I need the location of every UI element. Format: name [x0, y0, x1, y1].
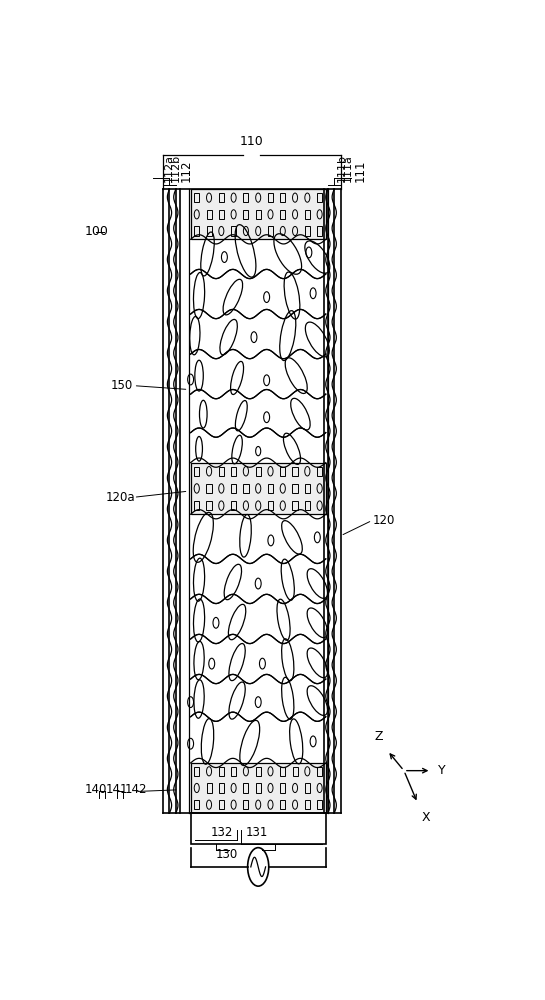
Bar	[194, 800, 199, 809]
Bar	[191, 813, 326, 844]
Text: 112a: 112a	[164, 154, 174, 182]
Bar	[305, 501, 310, 510]
Text: 142: 142	[125, 783, 148, 796]
Bar	[268, 226, 273, 236]
Bar	[194, 226, 199, 236]
Bar	[231, 467, 236, 476]
Text: 131: 131	[245, 826, 268, 839]
Bar	[194, 501, 199, 510]
Bar	[268, 484, 273, 493]
Bar	[207, 226, 211, 236]
Text: 140: 140	[85, 783, 107, 796]
Bar	[219, 767, 224, 776]
Text: 120a: 120a	[106, 491, 136, 504]
Text: 111b: 111b	[336, 154, 346, 182]
Bar	[244, 193, 249, 202]
Bar	[207, 783, 211, 793]
Text: 111: 111	[353, 159, 366, 182]
Bar	[244, 210, 249, 219]
Bar	[293, 484, 298, 493]
Text: 130: 130	[215, 848, 238, 861]
Bar	[317, 226, 322, 236]
Bar	[268, 501, 273, 510]
Text: 110: 110	[240, 135, 264, 148]
Bar	[280, 193, 285, 202]
Bar	[280, 210, 285, 219]
Bar	[219, 193, 224, 202]
Bar	[219, 783, 224, 793]
Text: X: X	[422, 811, 431, 824]
Bar	[305, 800, 310, 809]
Bar	[243, 484, 249, 493]
Bar	[256, 783, 261, 793]
Bar	[256, 467, 261, 476]
Bar	[305, 210, 310, 219]
Bar	[231, 484, 236, 493]
Text: Y: Y	[438, 764, 445, 777]
Text: Z: Z	[375, 730, 383, 743]
Bar	[244, 800, 249, 809]
Bar	[219, 210, 224, 219]
Bar	[194, 193, 199, 202]
Bar	[219, 467, 224, 476]
Text: 112b: 112b	[171, 153, 180, 182]
Bar	[191, 763, 326, 813]
Bar	[231, 226, 236, 236]
Bar	[293, 767, 298, 776]
Bar	[256, 210, 261, 219]
Bar	[280, 767, 285, 776]
Text: 150: 150	[111, 379, 132, 392]
Text: 111a: 111a	[343, 154, 353, 182]
Bar	[191, 189, 326, 239]
Bar	[293, 501, 298, 510]
Bar	[305, 226, 310, 236]
Bar	[244, 783, 249, 793]
Bar	[194, 767, 199, 776]
Bar	[231, 767, 236, 776]
Bar	[256, 767, 261, 776]
Bar	[305, 484, 310, 493]
Text: 141: 141	[106, 783, 129, 796]
Text: 120: 120	[372, 514, 395, 527]
Text: 100: 100	[85, 225, 109, 238]
Bar	[231, 501, 236, 510]
Bar	[280, 467, 286, 476]
Bar	[317, 467, 322, 476]
Bar	[219, 800, 224, 809]
Text: 132: 132	[210, 826, 233, 839]
Bar	[268, 193, 273, 202]
Bar	[317, 193, 322, 202]
Bar	[194, 467, 199, 476]
Bar	[317, 800, 322, 809]
Bar	[207, 484, 211, 493]
Bar	[280, 783, 285, 793]
Bar	[293, 467, 298, 476]
Bar	[191, 463, 326, 514]
Bar	[305, 783, 310, 793]
Bar	[207, 210, 211, 219]
Bar	[280, 800, 285, 809]
Text: 112: 112	[180, 159, 193, 182]
Bar	[317, 767, 322, 776]
Bar	[207, 501, 211, 510]
